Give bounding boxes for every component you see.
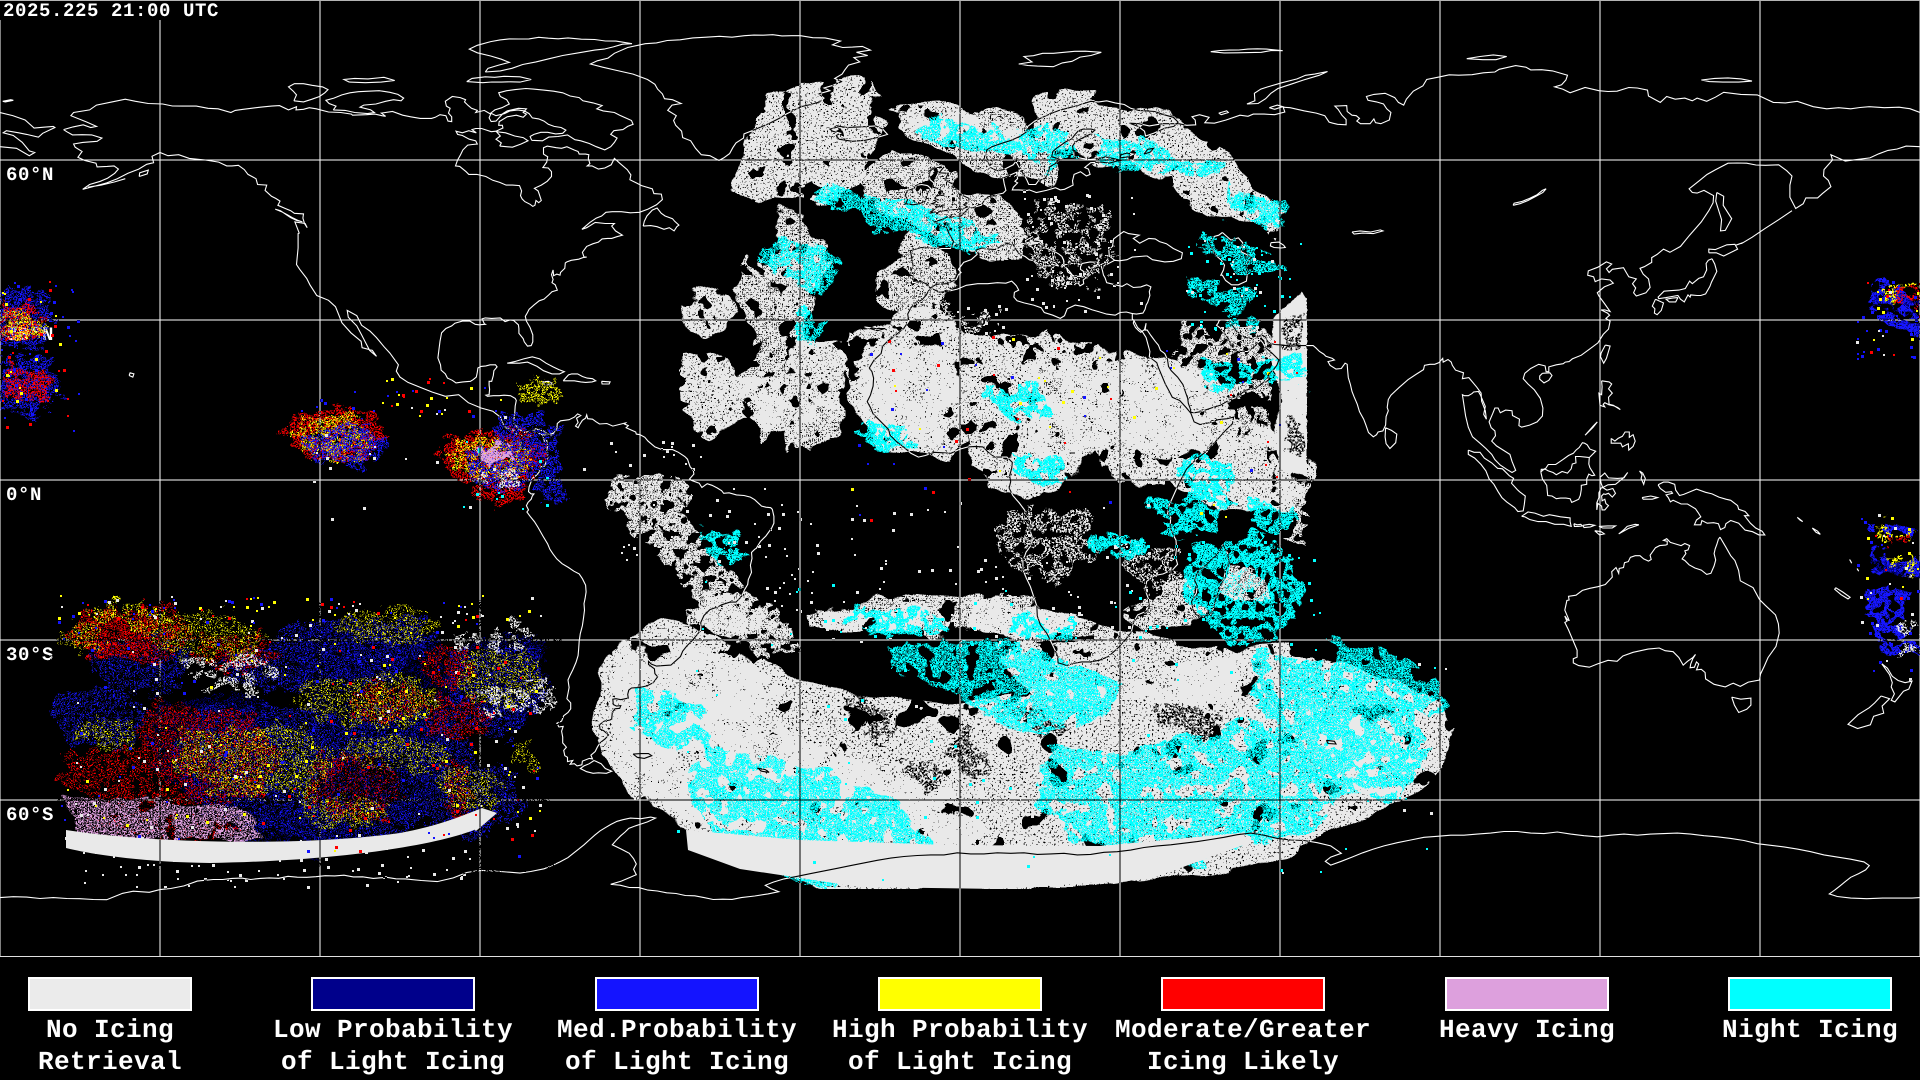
svg-text:30°S: 30°S [6, 644, 54, 666]
svg-text:2025.225 21:00 UTC: 2025.225 21:00 UTC [3, 0, 219, 22]
svg-text:of Light Icing: of Light Icing [848, 1047, 1072, 1077]
svg-text:60°N: 60°N [6, 164, 54, 186]
svg-text:0°N: 0°N [6, 484, 42, 506]
svg-text:60°S: 60°S [6, 804, 54, 826]
svg-text:High Probability: High Probability [832, 1015, 1088, 1045]
svg-text:Night Icing: Night Icing [1722, 1015, 1898, 1045]
svg-text:Low Probability: Low Probability [273, 1015, 513, 1045]
svg-text:Heavy Icing: Heavy Icing [1439, 1015, 1615, 1045]
svg-text:Retrieval: Retrieval [38, 1047, 182, 1077]
svg-text:of Light Icing: of Light Icing [565, 1047, 789, 1077]
svg-text:No Icing: No Icing [46, 1015, 174, 1045]
svg-text:of Light Icing: of Light Icing [281, 1047, 505, 1077]
svg-text:Icing Likely: Icing Likely [1147, 1047, 1339, 1077]
svg-text:Moderate/Greater: Moderate/Greater [1115, 1015, 1371, 1045]
svg-text:Med.Probability: Med.Probability [557, 1015, 797, 1045]
